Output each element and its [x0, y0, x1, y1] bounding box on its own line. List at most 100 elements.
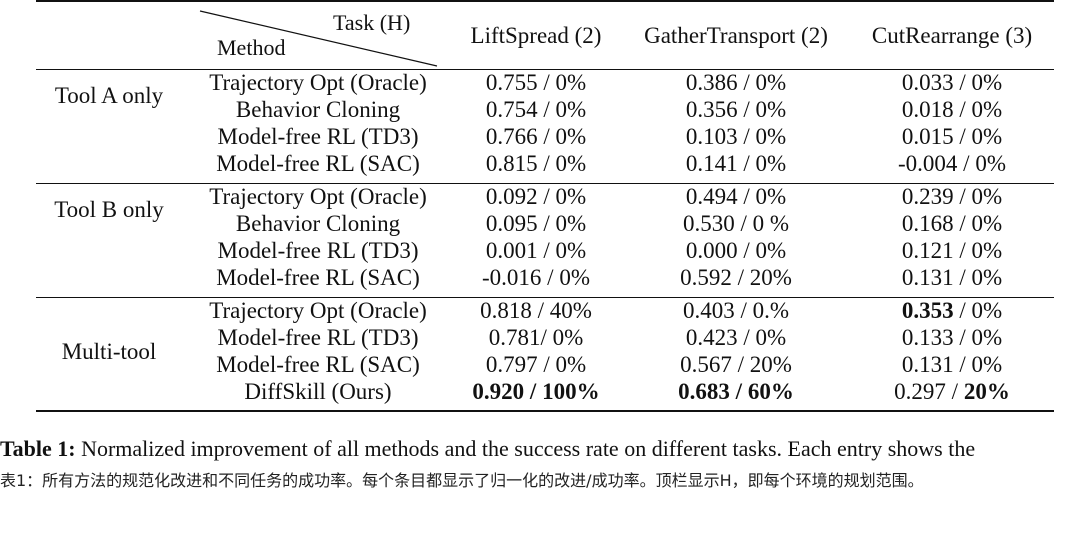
value-cell: 0.494 / 0% — [686, 183, 786, 210]
value-text: 0.033 / 0% — [901, 70, 1003, 95]
value-cell: 0.683 / 60% — [678, 378, 794, 405]
value-text: 0.920 / 100% — [472, 379, 600, 404]
method-cell: Model-free RL (SAC) — [216, 352, 420, 377]
value-text: 0.494 / 0% — [685, 184, 787, 209]
value-cell: 0.095 / 0% — [486, 210, 586, 237]
method-cell: Model-free RL (TD3) — [217, 325, 419, 350]
value-cell: 0.530 / 0 % — [683, 210, 789, 237]
top-rule — [36, 0, 1054, 2]
value-cell: 0.121 / 0% — [902, 237, 1002, 264]
value-cell: -0.016 / 0% — [482, 264, 590, 291]
value-cell: 0.403 / 0.% — [683, 297, 789, 324]
value-cell: 0.000 / 0% — [686, 237, 786, 264]
value-text: 0.754 / 0% — [485, 97, 587, 122]
value-cell: 0.131 / 0% — [902, 351, 1002, 378]
bottom-rule — [36, 410, 1054, 412]
results-table: Task (H) Method LiftSpread (2) GatherTra… — [36, 0, 1054, 412]
caption-text: Normalized improvement of all methods an… — [75, 436, 976, 461]
value-cell: 0.356 / 0% — [686, 96, 786, 123]
value-text: 0.121 / 0% — [901, 238, 1003, 263]
value-text-part: 0.353 — [901, 298, 954, 323]
value-cell: 0.423 / 0% — [686, 324, 786, 351]
value-cell: 0.754 / 0% — [486, 96, 586, 123]
value-text: 0.423 / 0% — [685, 325, 787, 350]
value-cell: -0.004 / 0% — [898, 150, 1006, 177]
value-text: 0.815 / 0% — [485, 151, 587, 176]
value-cell: 0.018 / 0% — [902, 96, 1002, 123]
value-text: 0.000 / 0% — [685, 238, 787, 263]
value-text: 0.001 / 0% — [485, 238, 587, 263]
group-rule-2 — [36, 183, 1054, 185]
value-text: 0.592 / 20% — [680, 265, 792, 290]
value-cell: 0.755 / 0% — [486, 69, 586, 96]
value-text: 0.131 / 0% — [901, 265, 1003, 290]
value-text: 0.755 / 0% — [485, 70, 587, 95]
method-cell: Model-free RL (SAC) — [216, 265, 420, 290]
value-text: 0.766 / 0% — [485, 124, 587, 149]
value-cell: 0.239 / 0% — [902, 183, 1002, 210]
value-text: -0.016 / 0% — [482, 265, 590, 290]
value-text: 0.818 / 40% — [480, 298, 592, 323]
value-cell: 0.781/ 0% — [489, 324, 584, 351]
group-label: Multi-tool — [61, 338, 157, 364]
group-label: Tool A only — [54, 83, 164, 108]
value-cell: 0.092 / 0% — [486, 183, 586, 210]
value-text: 0.133 / 0% — [901, 325, 1003, 350]
value-cell: 0.797 / 0% — [486, 351, 586, 378]
group-rule-3 — [36, 297, 1054, 299]
value-cell: 0.297 / 20% — [894, 378, 1010, 405]
diagonal-header-line — [199, 10, 438, 67]
value-cell: 0.141 / 0% — [686, 150, 786, 177]
value-text: 0.168 / 0% — [901, 211, 1003, 236]
header-task-cutrearrange: CutRearrange (3) — [871, 23, 1033, 48]
value-text-part: 0.297 / — [894, 379, 964, 404]
value-cell: 0.815 / 0% — [486, 150, 586, 177]
value-text: 0.356 / 0% — [685, 97, 787, 122]
value-text: 0.386 / 0% — [685, 70, 787, 95]
value-cell: 0.386 / 0% — [686, 69, 786, 96]
method-cell: Behavior Cloning — [235, 211, 401, 236]
value-text: 0.530 / 0 % — [682, 211, 790, 236]
method-cell: Trajectory Opt (Oracle) — [209, 70, 427, 95]
method-cell: Trajectory Opt (Oracle) — [209, 298, 427, 323]
value-text: 0.567 / 20% — [680, 352, 792, 377]
header-task-gathertransport: GatherTransport (2) — [644, 23, 828, 48]
value-text: 0.092 / 0% — [485, 184, 587, 209]
header-task-liftspread: LiftSpread (2) — [470, 23, 602, 48]
value-cell: 0.168 / 0% — [902, 210, 1002, 237]
value-text: 0.095 / 0% — [485, 211, 587, 236]
value-cell: 0.818 / 40% — [480, 297, 592, 324]
caption-label: Table 1: — [0, 436, 76, 461]
value-cell: 0.920 / 100% — [472, 378, 599, 405]
method-cell: Model-free RL (TD3) — [217, 238, 419, 263]
value-text: -0.004 / 0% — [898, 151, 1006, 176]
method-cell: DiffSkill (Ours) — [244, 379, 392, 404]
table-caption-zh: 表1：所有方法的规范化改进和不同任务的成功率。每个条目都显示了归一化的改进/成功… — [0, 471, 924, 490]
value-cell: 0.001 / 0% — [486, 237, 586, 264]
value-text: 0.781/ 0% — [488, 325, 584, 350]
value-text: 0.683 / 60% — [678, 379, 794, 404]
value-text: 0.015 / 0% — [901, 124, 1003, 149]
method-cell: Trajectory Opt (Oracle) — [209, 184, 427, 209]
method-cell: Behavior Cloning — [235, 97, 401, 122]
value-cell: 0.567 / 20% — [680, 351, 792, 378]
value-cell: 0.766 / 0% — [486, 123, 586, 150]
value-text-part: / 0% — [953, 298, 1003, 323]
group-rule-1 — [36, 69, 1054, 71]
value-text: 0.797 / 0% — [485, 352, 587, 377]
group-label: Tool B only — [54, 197, 164, 222]
value-cell: 0.103 / 0% — [686, 123, 786, 150]
header-task-label: Task (H) — [333, 10, 411, 35]
value-text: 0.403 / 0.% — [682, 298, 790, 323]
value-cell: 0.033 / 0% — [902, 69, 1002, 96]
value-text: 0.018 / 0% — [901, 97, 1003, 122]
header-method-label: Method — [217, 35, 286, 60]
value-text: 0.141 / 0% — [685, 151, 787, 176]
value-cell: 0.131 / 0% — [902, 264, 1002, 291]
value-cell: 0.015 / 0% — [902, 123, 1002, 150]
value-text: 0.103 / 0% — [685, 124, 787, 149]
value-cell: 0.592 / 20% — [680, 264, 792, 291]
value-cell: 0.133 / 0% — [902, 324, 1002, 351]
value-cell: 0.353 / 0% — [902, 297, 1002, 324]
value-text-part: 20% — [963, 379, 1010, 404]
